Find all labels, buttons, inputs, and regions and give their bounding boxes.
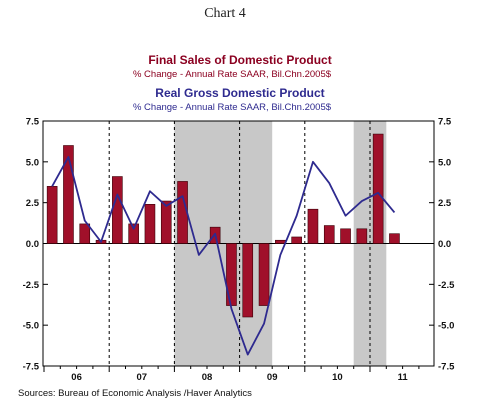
bar-2010Q4 bbox=[356, 228, 368, 244]
bar-2006Q1 bbox=[46, 186, 58, 244]
legend-title-final-sales: Final Sales of Domestic Product bbox=[148, 53, 331, 67]
bar-2009Q1 bbox=[242, 243, 254, 318]
y-tick-label-right: 7.5 bbox=[438, 117, 452, 128]
source-note: Sources: Bureau of Economic Analysis /Ha… bbox=[18, 388, 252, 399]
gdp-line bbox=[51, 156, 396, 356]
bar-2006Q2 bbox=[63, 145, 74, 244]
bar-2009Q4 bbox=[291, 236, 302, 244]
y-tick-label-right: -7.5 bbox=[438, 362, 455, 373]
plot-area: 7.5 7.5 5.0 5.0 2.5 2.5 0.0 0.0 -2.5 -2.5 -5.0 -5.0… bbox=[23, 117, 455, 384]
x-year-label: 08 bbox=[202, 372, 213, 383]
bar-2009Q2 bbox=[258, 243, 270, 306]
legend-title-real-gdp: Real Gross Domestic Product bbox=[155, 86, 324, 100]
x-year-label: 11 bbox=[398, 372, 409, 383]
bar-2009Q3 bbox=[275, 239, 286, 244]
y-tick-label-right: 0.0 bbox=[438, 239, 451, 250]
bar-2007Q4 bbox=[160, 200, 172, 244]
bar-2006Q3 bbox=[79, 223, 91, 244]
x-year-label: 10 bbox=[332, 372, 343, 383]
page-title: Chart 4 bbox=[204, 6, 246, 21]
legend-subtitle-real-gdp: % Change - Annual Rate SAAR, Bil.Chn.200… bbox=[133, 102, 332, 113]
y-tick-label-left: 2.5 bbox=[26, 198, 40, 209]
y-tick-label-right: 5.0 bbox=[438, 157, 451, 168]
y-tick-label-left: 5.0 bbox=[26, 157, 39, 168]
x-year-label: 09 bbox=[267, 372, 278, 383]
y-tick-label-left: 7.5 bbox=[26, 117, 40, 128]
legend-subtitle-final-sales: % Change - Annual Rate SAAR, Bil.Chn.200… bbox=[133, 69, 332, 80]
y-tick-label-right: 2.5 bbox=[438, 198, 452, 209]
bar-2010Q3 bbox=[340, 228, 351, 244]
x-year-label: 07 bbox=[137, 372, 148, 383]
bar-2008Q1 bbox=[177, 181, 188, 244]
bar-2007Q2 bbox=[128, 223, 139, 244]
y-tick-label-right: -2.5 bbox=[438, 280, 455, 291]
y-tick-label-left: -2.5 bbox=[23, 280, 40, 291]
bar-2010Q2 bbox=[323, 225, 335, 244]
y-tick-label-left: -7.5 bbox=[23, 362, 40, 373]
bar-2011Q1 bbox=[372, 133, 384, 244]
x-year-label: 06 bbox=[71, 372, 82, 383]
bar-2007Q1 bbox=[112, 176, 123, 244]
y-tick-label-right: -5.0 bbox=[438, 321, 454, 332]
y-tick-label-left: -5.0 bbox=[23, 321, 39, 332]
bar-2011Q2 bbox=[389, 233, 400, 244]
bar-2007Q3 bbox=[144, 204, 156, 244]
y-tick-label-left: 0.0 bbox=[26, 239, 39, 250]
bar-2010Q1 bbox=[307, 208, 319, 244]
